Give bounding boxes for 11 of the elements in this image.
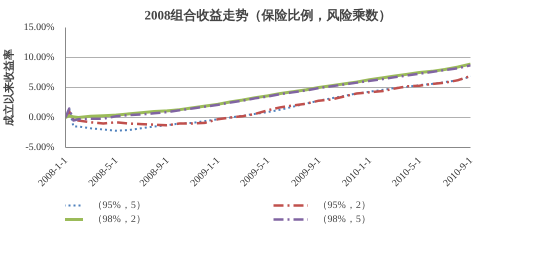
y-tick-label: 0.00% [28, 112, 55, 123]
legend-label: （95%，5） [92, 199, 147, 212]
y-tick-label: 5.00% [28, 82, 55, 93]
chart-title: 2008组合收益走势（保险比例，风险乘数） [144, 8, 392, 22]
y-axis-title: 成立以来收益率 [2, 49, 16, 127]
y-tick-label: 10.00% [24, 52, 55, 63]
y-tick-label: -5.00% [25, 142, 55, 153]
legend-label: （95%，2） [318, 199, 372, 212]
legend-label: （98%，5） [318, 213, 372, 226]
y-tick-label: 15.00% [24, 22, 55, 33]
legend-label: （98%，2） [92, 213, 147, 226]
